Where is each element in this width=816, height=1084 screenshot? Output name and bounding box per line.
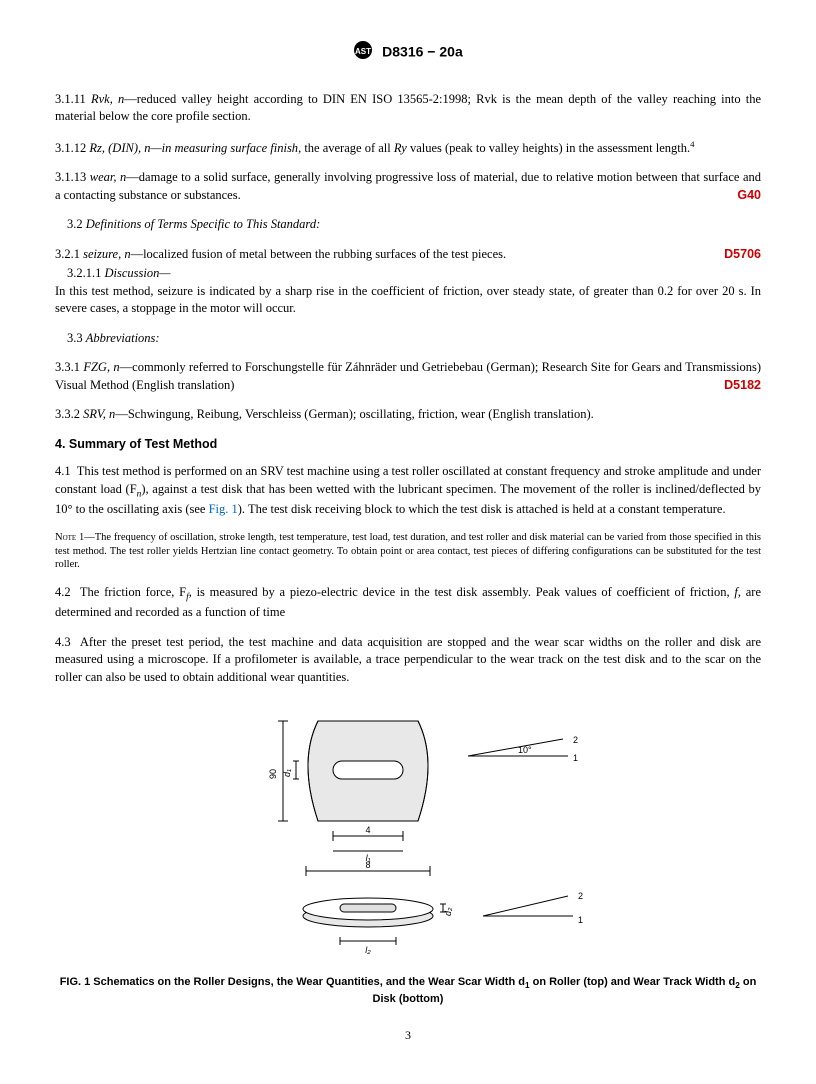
def-3.1.11: 3.1.11 Rvk, n—reduced valley height acco… xyxy=(55,91,761,126)
page-number: 3 xyxy=(55,1027,761,1044)
svg-text:10°: 10° xyxy=(518,745,532,755)
figure-1: 90 d₁ 4 l₁ 8 10° 2 1 xyxy=(55,701,761,967)
def-3.1.13: 3.1.13 wear, n—damage to a solid surface… xyxy=(55,169,761,204)
def-3.3.1: 3.3.1 FZG, n—commonly referred to Forsch… xyxy=(55,359,761,394)
def-3.3.2: 3.3.2 SRV, n—Schwingung, Reibung, Versch… xyxy=(55,406,761,424)
svg-text:2: 2 xyxy=(578,891,583,901)
figure-1-caption: FIG. 1 Schematics on the Roller Designs,… xyxy=(55,975,761,1007)
svg-text:l₂: l₂ xyxy=(365,945,371,955)
svg-text:1: 1 xyxy=(578,915,583,925)
svg-text:90: 90 xyxy=(268,769,278,779)
para-4.3: 4.3 After the preset test period, the te… xyxy=(55,634,761,687)
svg-text:1: 1 xyxy=(573,753,578,763)
def-3.2.1: 3.2.1 seizure, n—localized fusion of met… xyxy=(55,246,761,264)
def-3.1.12: 3.1.12 Rz, (DIN), n—in measuring surface… xyxy=(55,138,761,158)
astm-logo: AST xyxy=(353,40,373,66)
svg-text:4: 4 xyxy=(365,825,370,835)
para-4.2: 4.2 The friction force, Ff, is measured … xyxy=(55,584,761,622)
figure-svg: 90 d₁ 4 l₁ 8 10° 2 1 xyxy=(228,701,588,961)
ref-d5182: D5182 xyxy=(724,377,761,395)
para-4.1: 4.1 This test method is performed on an … xyxy=(55,463,761,519)
note-1: Note 1—The frequency of oscillation, str… xyxy=(55,531,761,572)
svg-text:AST: AST xyxy=(355,47,371,56)
ref-d5706: D5706 xyxy=(724,246,761,264)
sec-4-title: 4. Summary of Test Method xyxy=(55,436,761,454)
sec-3.3: 3.3 Abbreviations: xyxy=(55,330,761,348)
ref-g40: G40 xyxy=(737,187,761,205)
svg-text:d₂: d₂ xyxy=(443,907,453,916)
svg-text:8: 8 xyxy=(365,860,370,870)
designation: D8316 − 20a xyxy=(382,44,463,60)
svg-text:2: 2 xyxy=(573,735,578,745)
page-header: AST D8316 − 20a xyxy=(55,40,761,66)
svg-text:d₁: d₁ xyxy=(282,769,292,777)
def-3.2.1.1: 3.2.1.1 Discussion— In this test method,… xyxy=(55,265,761,318)
sec-3.2: 3.2 Definitions of Terms Specific to Thi… xyxy=(55,216,761,234)
